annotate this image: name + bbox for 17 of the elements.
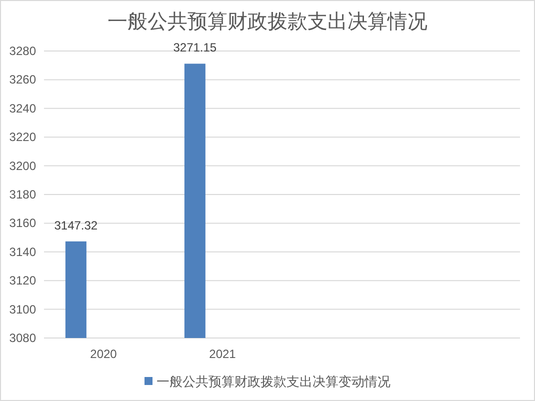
y-tick-label: 3260 — [9, 72, 36, 87]
y-tick-label: 3200 — [9, 158, 36, 173]
chart-title: 一般公共预算财政拨款支出决算情况 — [108, 9, 428, 33]
data-label: 3271.15 — [173, 40, 217, 55]
y-tick-label: 3180 — [9, 188, 36, 202]
y-tick-label: 3140 — [9, 244, 36, 259]
x-tick-label: 2021 — [209, 347, 236, 361]
y-tick-label: 3240 — [9, 101, 36, 116]
y-tick-label: 3080 — [9, 331, 36, 345]
y-tick-label: 3220 — [9, 130, 36, 144]
data-label: 3147.32 — [54, 218, 98, 232]
y-tick-label: 3100 — [9, 302, 36, 316]
y-tick-label: 3280 — [9, 44, 36, 58]
legend-label: 一般公共预算财政拨款支出决算变动情况 — [156, 374, 390, 389]
y-tick-label: 3160 — [9, 216, 36, 230]
y-tick-label: 3120 — [9, 274, 36, 288]
x-tick-label: 2020 — [90, 347, 118, 361]
